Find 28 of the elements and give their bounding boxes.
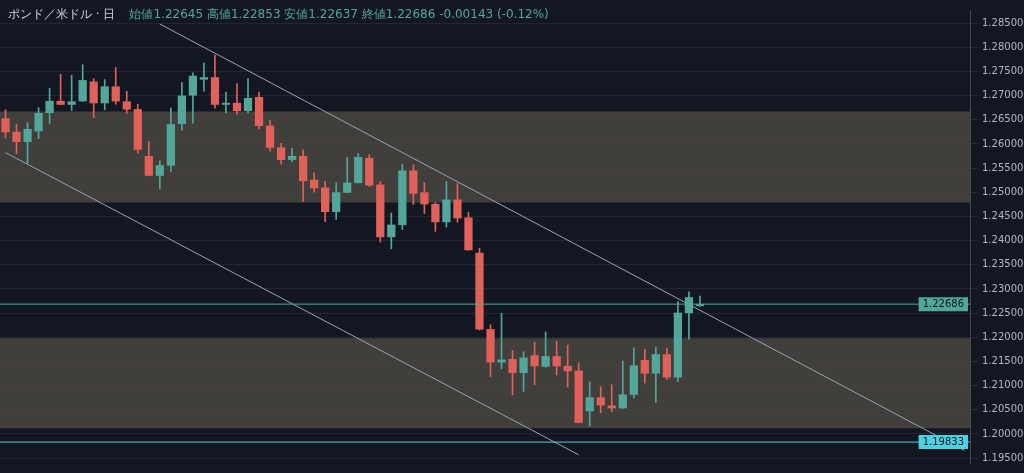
y-tick-label: 1.22500 — [982, 306, 1024, 318]
y-tick-label: 1.22000 — [982, 330, 1024, 342]
ref-line-label: 1.22686 — [922, 297, 965, 309]
chart-subtitle: 始値1.22645 高値1.22853 安値1.22637 終値1.22686 -0.00143 (-0.12%) — [129, 6, 549, 23]
ref-line-label: 1.19833 — [922, 435, 965, 447]
y-tick-label: 1.28500 — [982, 16, 1024, 28]
candlestick — [221, 91, 231, 114]
candlestick — [199, 62, 209, 92]
y-tick-label: 1.25500 — [982, 161, 1024, 173]
y-tick-label: 1.23500 — [982, 258, 1024, 270]
y-tick-label: 1.20500 — [982, 403, 1024, 415]
candlestick — [563, 344, 572, 388]
y-tick-label: 1.21500 — [982, 355, 1024, 367]
candlestick — [232, 83, 242, 115]
y-tick-label: 1.26500 — [982, 113, 1024, 125]
y-tick-label: 1.23000 — [982, 282, 1024, 294]
y-tick-label: 1.21000 — [982, 379, 1024, 391]
y-tick-label: 1.19500 — [982, 451, 1024, 463]
y-tick-label: 1.25000 — [982, 185, 1024, 197]
y-tick-label: 1.27500 — [982, 64, 1024, 76]
candlestick — [607, 384, 616, 413]
y-tick-label: 1.26000 — [982, 137, 1024, 149]
y-tick-label: 1.24500 — [982, 210, 1024, 222]
y-tick-label: 1.28000 — [982, 40, 1024, 52]
y-tick-label: 1.24000 — [982, 234, 1024, 246]
y-tick-label: 1.20000 — [982, 427, 1024, 439]
chart-title: ポンド／米ドル · 日 — [8, 6, 116, 23]
y-tick-label: 1.27000 — [982, 89, 1024, 101]
